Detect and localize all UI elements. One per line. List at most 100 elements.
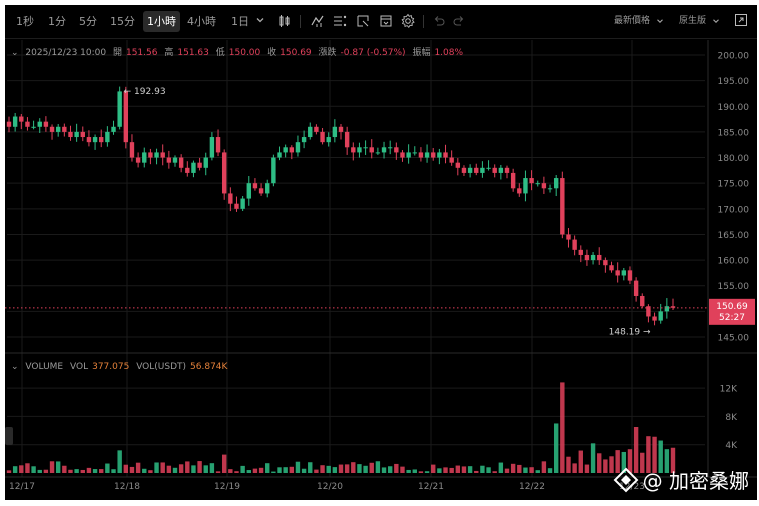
candle-body xyxy=(627,270,633,281)
volume-bar xyxy=(252,468,258,473)
candle-body xyxy=(31,126,36,128)
volume-bar xyxy=(344,464,350,473)
candle-body xyxy=(252,183,258,189)
interval-1s[interactable]: 1秒 xyxy=(16,15,34,28)
price-chart[interactable]: 200.00 195.00 190.00 185.00 180.00 175.00 170.… xyxy=(5,5,757,500)
volume-bar xyxy=(191,465,196,473)
volume-bar xyxy=(357,464,362,473)
candle-date: 2025/12/23 10:00 xyxy=(25,48,107,58)
candle-body xyxy=(86,137,92,143)
volume-bar xyxy=(68,469,73,473)
volume-bar xyxy=(215,471,221,473)
candle-body xyxy=(301,137,307,143)
interval-4h[interactable]: 4小時 xyxy=(187,15,216,28)
candle-body xyxy=(467,167,473,173)
high-label: 高 xyxy=(164,48,174,58)
watermark: @ 加密桑娜 xyxy=(613,465,749,494)
volume-bar xyxy=(135,462,141,473)
version-select[interactable]: 原生版 xyxy=(679,16,707,26)
list-settings-icon[interactable] xyxy=(332,13,348,29)
volume-bar xyxy=(105,463,110,473)
candle-body xyxy=(381,147,387,153)
volume-bar xyxy=(529,467,534,473)
gear-icon[interactable] xyxy=(400,13,416,29)
candle-body xyxy=(652,316,657,321)
candle-body xyxy=(664,306,670,312)
collapse-chevron-icon[interactable]: ⌄ xyxy=(11,48,19,58)
volume-bar xyxy=(480,465,485,473)
candle-body xyxy=(154,152,159,158)
undo-icon[interactable] xyxy=(431,13,447,29)
interval-1h[interactable]: 1小時 xyxy=(143,11,180,32)
volume-bar xyxy=(658,440,663,473)
volume-bar xyxy=(443,467,448,473)
volume-bar xyxy=(424,471,430,473)
candle-body xyxy=(148,152,153,158)
volume-bar xyxy=(338,464,344,473)
candle-body xyxy=(62,126,67,132)
volume-bar xyxy=(523,467,528,473)
volume-bar xyxy=(86,467,92,473)
volume-bar xyxy=(142,468,147,473)
interval-1m[interactable]: 1分 xyxy=(48,15,66,28)
volume-bar xyxy=(578,450,583,473)
candle-body xyxy=(111,126,116,132)
candle-body xyxy=(43,121,49,127)
draw-tools-icon[interactable] xyxy=(355,13,371,29)
countdown-value: 52:27 xyxy=(719,313,745,323)
fullscreen-icon[interactable] xyxy=(734,13,750,29)
interval-1d[interactable]: 1日 xyxy=(231,15,249,28)
price-tick-label: 175.00 xyxy=(718,180,750,190)
volume-bar xyxy=(492,471,497,473)
volume-bar xyxy=(640,452,645,473)
volume-bar xyxy=(627,449,633,473)
candle-body xyxy=(19,116,24,122)
volume-bar xyxy=(400,466,405,473)
candle-body xyxy=(105,131,110,143)
candle-body xyxy=(523,178,528,194)
candle-body xyxy=(80,131,85,138)
candle-body xyxy=(560,178,565,235)
volume-bar xyxy=(74,469,79,473)
volume-bar xyxy=(431,464,436,473)
candle-body xyxy=(517,188,522,194)
volume-bar xyxy=(467,466,473,473)
collapse-chevron-icon[interactable]: ⌄ xyxy=(11,362,19,372)
candle-body xyxy=(320,131,325,143)
chevron-down-icon[interactable] xyxy=(655,16,671,32)
volume-bar xyxy=(437,468,442,473)
candle-body xyxy=(449,157,454,163)
candle-body xyxy=(437,152,442,158)
volume-bar xyxy=(369,462,374,473)
candle-body xyxy=(166,157,172,163)
change-label: 漲跌 xyxy=(318,48,337,58)
volume-bar xyxy=(363,465,368,473)
candle-body xyxy=(510,172,516,189)
template-icon[interactable] xyxy=(378,13,394,29)
volume-bar xyxy=(111,469,116,473)
volume-bar xyxy=(375,461,381,473)
volume-bar xyxy=(148,470,153,473)
volume-title: VOLUME xyxy=(25,362,64,372)
candle-body xyxy=(246,183,251,199)
candle-body xyxy=(412,152,417,154)
interval-15m[interactable]: 15分 xyxy=(110,15,135,28)
volume-bar xyxy=(301,468,307,473)
volume-bar xyxy=(55,461,61,473)
volume-bar xyxy=(670,447,676,473)
candle-body xyxy=(203,157,208,168)
chevron-down-icon[interactable] xyxy=(254,14,270,30)
chevron-down-icon[interactable] xyxy=(711,16,727,32)
candle-body xyxy=(289,147,295,153)
candle-body xyxy=(178,157,184,168)
candle-body xyxy=(443,152,448,158)
candle-body xyxy=(406,152,411,158)
volume-bar xyxy=(387,466,393,473)
redo-icon[interactable] xyxy=(451,13,467,29)
interval-5m[interactable]: 5分 xyxy=(79,15,97,28)
open-label: 開 xyxy=(112,48,122,58)
price-type-select[interactable]: 最新價格 xyxy=(614,16,651,26)
candle-body xyxy=(160,152,165,158)
indicator-icon[interactable] xyxy=(310,13,326,29)
candle-type-icon[interactable] xyxy=(277,13,293,29)
